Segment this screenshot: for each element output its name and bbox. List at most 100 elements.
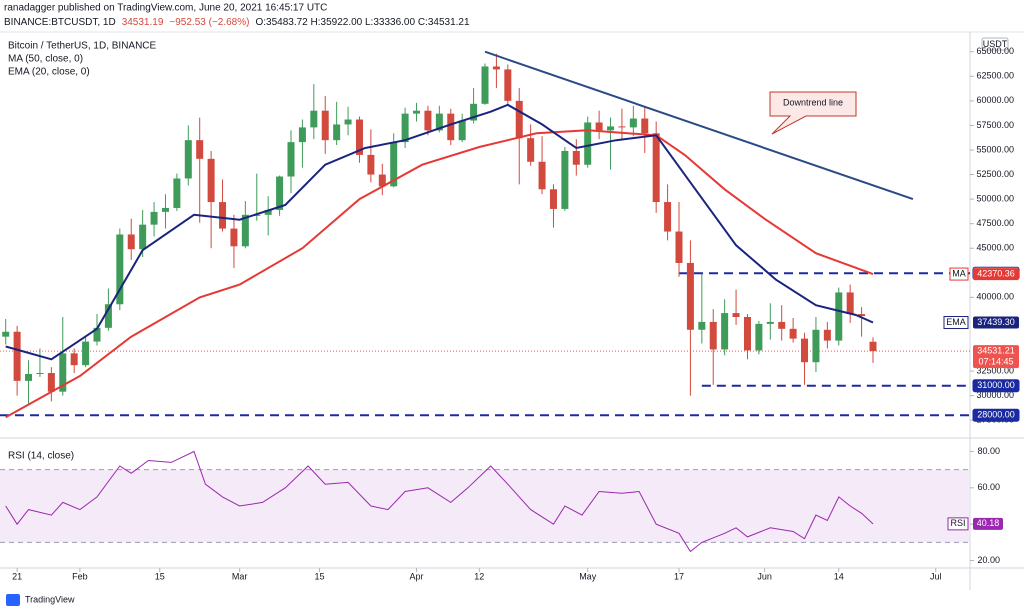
y-tick-label: 50000.00 [976, 193, 1014, 203]
candle-body [93, 327, 101, 342]
candle-body [321, 110, 329, 141]
line-value-box [973, 268, 1019, 281]
rsi-band [0, 469, 970, 543]
countdown: 07:14:45 [978, 356, 1013, 366]
candle-body [230, 228, 238, 247]
ohlc-text: O:35483.72 H:35922.00 L:33336.00 C:34531… [255, 17, 470, 28]
candle-body [276, 176, 284, 210]
publisher: ranadagger published on TradingView.com,… [4, 3, 327, 14]
candle-body [310, 110, 318, 128]
y-tick-label: 45000.00 [976, 243, 1014, 253]
candle-body [858, 314, 866, 317]
candles [2, 53, 877, 406]
candle-body [390, 142, 398, 187]
last: 34531.19 [122, 17, 164, 28]
change: −952.53 (−2.68%) [169, 17, 249, 28]
candle-body [139, 224, 147, 250]
candle-body [127, 234, 135, 250]
candle-body [219, 202, 227, 229]
candle-body [70, 353, 78, 366]
level-label-box [972, 408, 1020, 422]
candle-body [184, 140, 192, 179]
candle-body [823, 329, 831, 341]
candle-body [355, 119, 363, 155]
candle-body [504, 69, 512, 101]
currency-box [981, 37, 1009, 51]
line-value: 42370.36 [977, 268, 1015, 278]
candle-body [755, 323, 763, 351]
candle-body [458, 120, 466, 141]
candle-body [584, 122, 592, 165]
line-name: MA [952, 268, 966, 278]
candle-body [572, 150, 580, 165]
ema-line [5, 103, 874, 361]
candle-body [344, 119, 352, 125]
ma-line [5, 129, 874, 419]
currency: USDT [983, 39, 1008, 49]
symbol: BINANCE:BTCUSDT, 1D [4, 17, 116, 28]
candle-body [150, 211, 158, 225]
last-price-label: 34531.21 [977, 345, 1015, 355]
candle-body [698, 321, 706, 330]
x-tick-label: Jun [757, 571, 772, 581]
candle-body [333, 124, 341, 141]
rsi-name-box [947, 517, 969, 531]
x-tick-label: 14 [834, 571, 844, 581]
candle-body [869, 341, 877, 352]
candle-body [2, 331, 10, 337]
candle-body [812, 329, 820, 363]
rsi-value-box [973, 517, 1003, 530]
candle-body [595, 122, 603, 131]
y-tick-label: 57500.00 [976, 120, 1014, 130]
line-name-box [943, 316, 969, 330]
candle-body [766, 321, 774, 324]
candle-body [686, 262, 694, 330]
candle-body [287, 142, 295, 177]
candle-body [709, 321, 717, 350]
candle-body [835, 292, 843, 341]
candle-body [629, 118, 637, 128]
candle-body [104, 304, 112, 328]
candle-body [47, 373, 55, 392]
x-tick-label: 15 [315, 571, 325, 581]
candle-body [470, 103, 478, 121]
y-tick-label: 62500.00 [976, 71, 1014, 81]
candle-body [664, 202, 672, 232]
candle-body [846, 292, 854, 315]
candle-body [298, 127, 306, 143]
candle-body [264, 209, 272, 215]
x-tick-label: Feb [72, 571, 88, 581]
candle-body [59, 353, 67, 392]
candle-body [435, 113, 443, 131]
candle-body [481, 66, 489, 104]
rsi-tick-label: 60.00 [977, 482, 1000, 492]
rsi-value: 40.18 [977, 518, 1000, 528]
y-tick-label: 55000.00 [976, 144, 1014, 154]
y-tick-label: 40000.00 [976, 292, 1014, 302]
symbol-line: BINANCE:BTCUSDT, 1D 34531.19 −952.53 (−2.6… [4, 17, 470, 28]
x-tick-label: 17 [674, 571, 684, 581]
candle-body [492, 66, 500, 70]
y-tick-label: 60000.00 [976, 95, 1014, 105]
x-tick-label: 15 [155, 571, 165, 581]
candle-body [25, 373, 33, 381]
x-tick-label: 12 [474, 571, 484, 581]
candle-body [618, 126, 626, 128]
candle-body [538, 161, 546, 190]
candle-body [801, 338, 809, 363]
line-name: EMA [946, 317, 966, 327]
y-tick-label: 47500.00 [976, 218, 1014, 228]
ma-legend: MA (50, close, 0) [8, 54, 83, 65]
ema-legend: EMA (20, close, 0) [8, 67, 90, 78]
level-label: 28000.00 [977, 410, 1015, 420]
last-price-box [973, 345, 1019, 369]
candle-body [549, 189, 557, 209]
candle-body [82, 341, 90, 366]
candle-body [789, 328, 797, 339]
candle-body [36, 373, 44, 375]
level-label: 31000.00 [977, 380, 1015, 390]
candle-body [607, 126, 615, 131]
candle-body [367, 154, 375, 175]
x-tick-label: Jul [930, 571, 942, 581]
